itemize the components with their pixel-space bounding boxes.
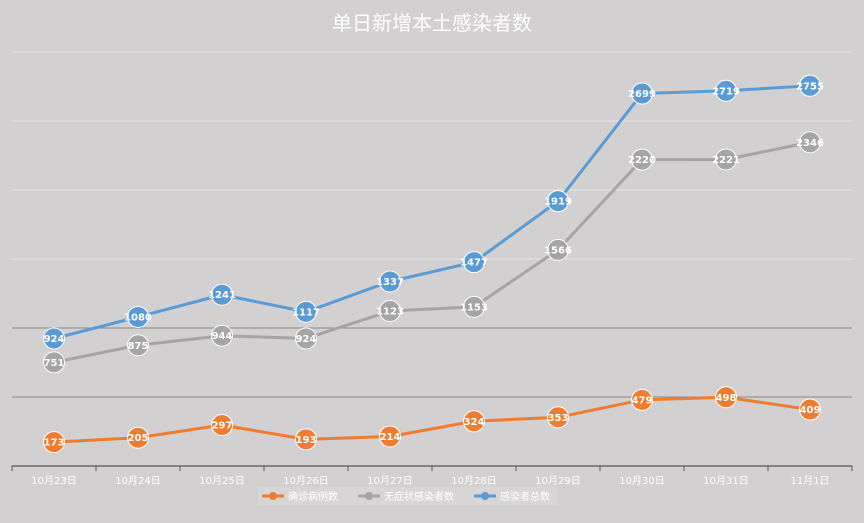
data-label: 751 [44,358,65,369]
data-point [715,386,737,409]
data-label: 1241 [208,290,236,301]
data-label: 924 [296,334,317,345]
data-point [43,431,65,454]
x-tick-label: 10月27日 [367,475,412,487]
data-label: 1123 [376,307,404,318]
data-label: 297 [212,421,233,432]
data-point [43,327,65,350]
legend-label: 感染者总数 [500,490,550,503]
data-label: 479 [632,395,653,406]
data-point [631,388,653,411]
data-point [547,238,569,261]
data-label: 2755 [796,81,824,92]
data-point [295,327,317,350]
data-point [211,324,233,347]
series-line [53,84,811,340]
data-label: 2346 [796,138,824,149]
x-tick-label: 10月29日 [535,475,580,487]
data-label: 2220 [628,155,656,166]
data-point [799,398,821,421]
x-tick-label: 10月23日 [31,475,76,487]
data-point [379,270,401,293]
data-point [211,414,233,437]
x-tick-label: 11月1日 [790,475,829,487]
data-point [547,190,569,213]
data-label: 1337 [376,277,404,288]
x-axis: 10月23日 10月24日 10月25日 10月26日 10月27日 10月28日 10月2… [11,465,853,487]
data-point [463,251,485,274]
x-tick-label: 10月30日 [619,475,664,487]
data-point [127,305,149,328]
data-point [715,79,737,102]
x-tick-label: 10月24日 [115,475,160,487]
x-tick-label: 10月25日 [199,475,244,487]
legend: 确诊病例数 无症状感染者数 感染者总数 [258,487,558,505]
data-point [295,428,317,451]
legend-swatch-marker [269,492,277,500]
data-point [715,148,737,171]
data-point [463,295,485,318]
data-label: 173 [44,438,65,449]
data-point [295,300,317,323]
data-label: 2221 [712,155,740,166]
legend-swatch-marker [365,492,373,500]
data-label: 205 [128,433,149,444]
data-label: 1080 [124,312,152,323]
legend-label: 确诊病例数 [288,490,338,503]
data-point [127,426,149,449]
legend-swatch-marker [481,492,489,500]
data-point [631,148,653,171]
data-point [463,410,485,433]
data-point [379,425,401,448]
data-point [211,283,233,306]
data-label: 1566 [544,245,572,256]
legend-label: 无症状感染者数 [384,490,454,503]
chart-title: 单日新增本土感染者数 [332,11,532,35]
series-line [53,395,811,444]
series-line [53,140,811,364]
data-label: 353 [548,413,569,424]
series-1: 173 205 297 193 214 324 353 479 498 409 [43,386,821,454]
data-label: 1919 [544,197,572,208]
data-label: 193 [296,435,317,446]
series-3: 924 1080 1241 1117 1337 1477 1919 2699 2719 2755 [43,74,824,350]
data-label: 214 [380,432,401,443]
data-point [379,300,401,323]
legend-box [258,487,558,505]
data-point [799,74,821,97]
data-point [547,406,569,429]
data-label: 1477 [460,258,488,269]
data-point [631,82,653,105]
x-tick-label: 10月31日 [703,475,748,487]
data-label: 1153 [460,302,488,313]
data-label: 2719 [712,86,740,97]
x-tick-label: 10月26日 [283,475,328,487]
data-point [799,131,821,154]
data-label: 324 [464,417,485,428]
data-label: 498 [716,393,737,404]
data-point [127,334,149,357]
series-2: 751 875 944 924 1123 1153 1566 2220 2221 2346 [43,131,824,374]
x-tick-label: 10月28日 [451,475,496,487]
data-label: 1117 [292,307,320,318]
data-label: 2699 [628,89,656,100]
data-label: 944 [212,331,233,342]
data-label: 875 [128,341,149,352]
data-label: 924 [44,334,65,345]
data-label: 409 [800,405,821,416]
data-point [43,351,65,374]
